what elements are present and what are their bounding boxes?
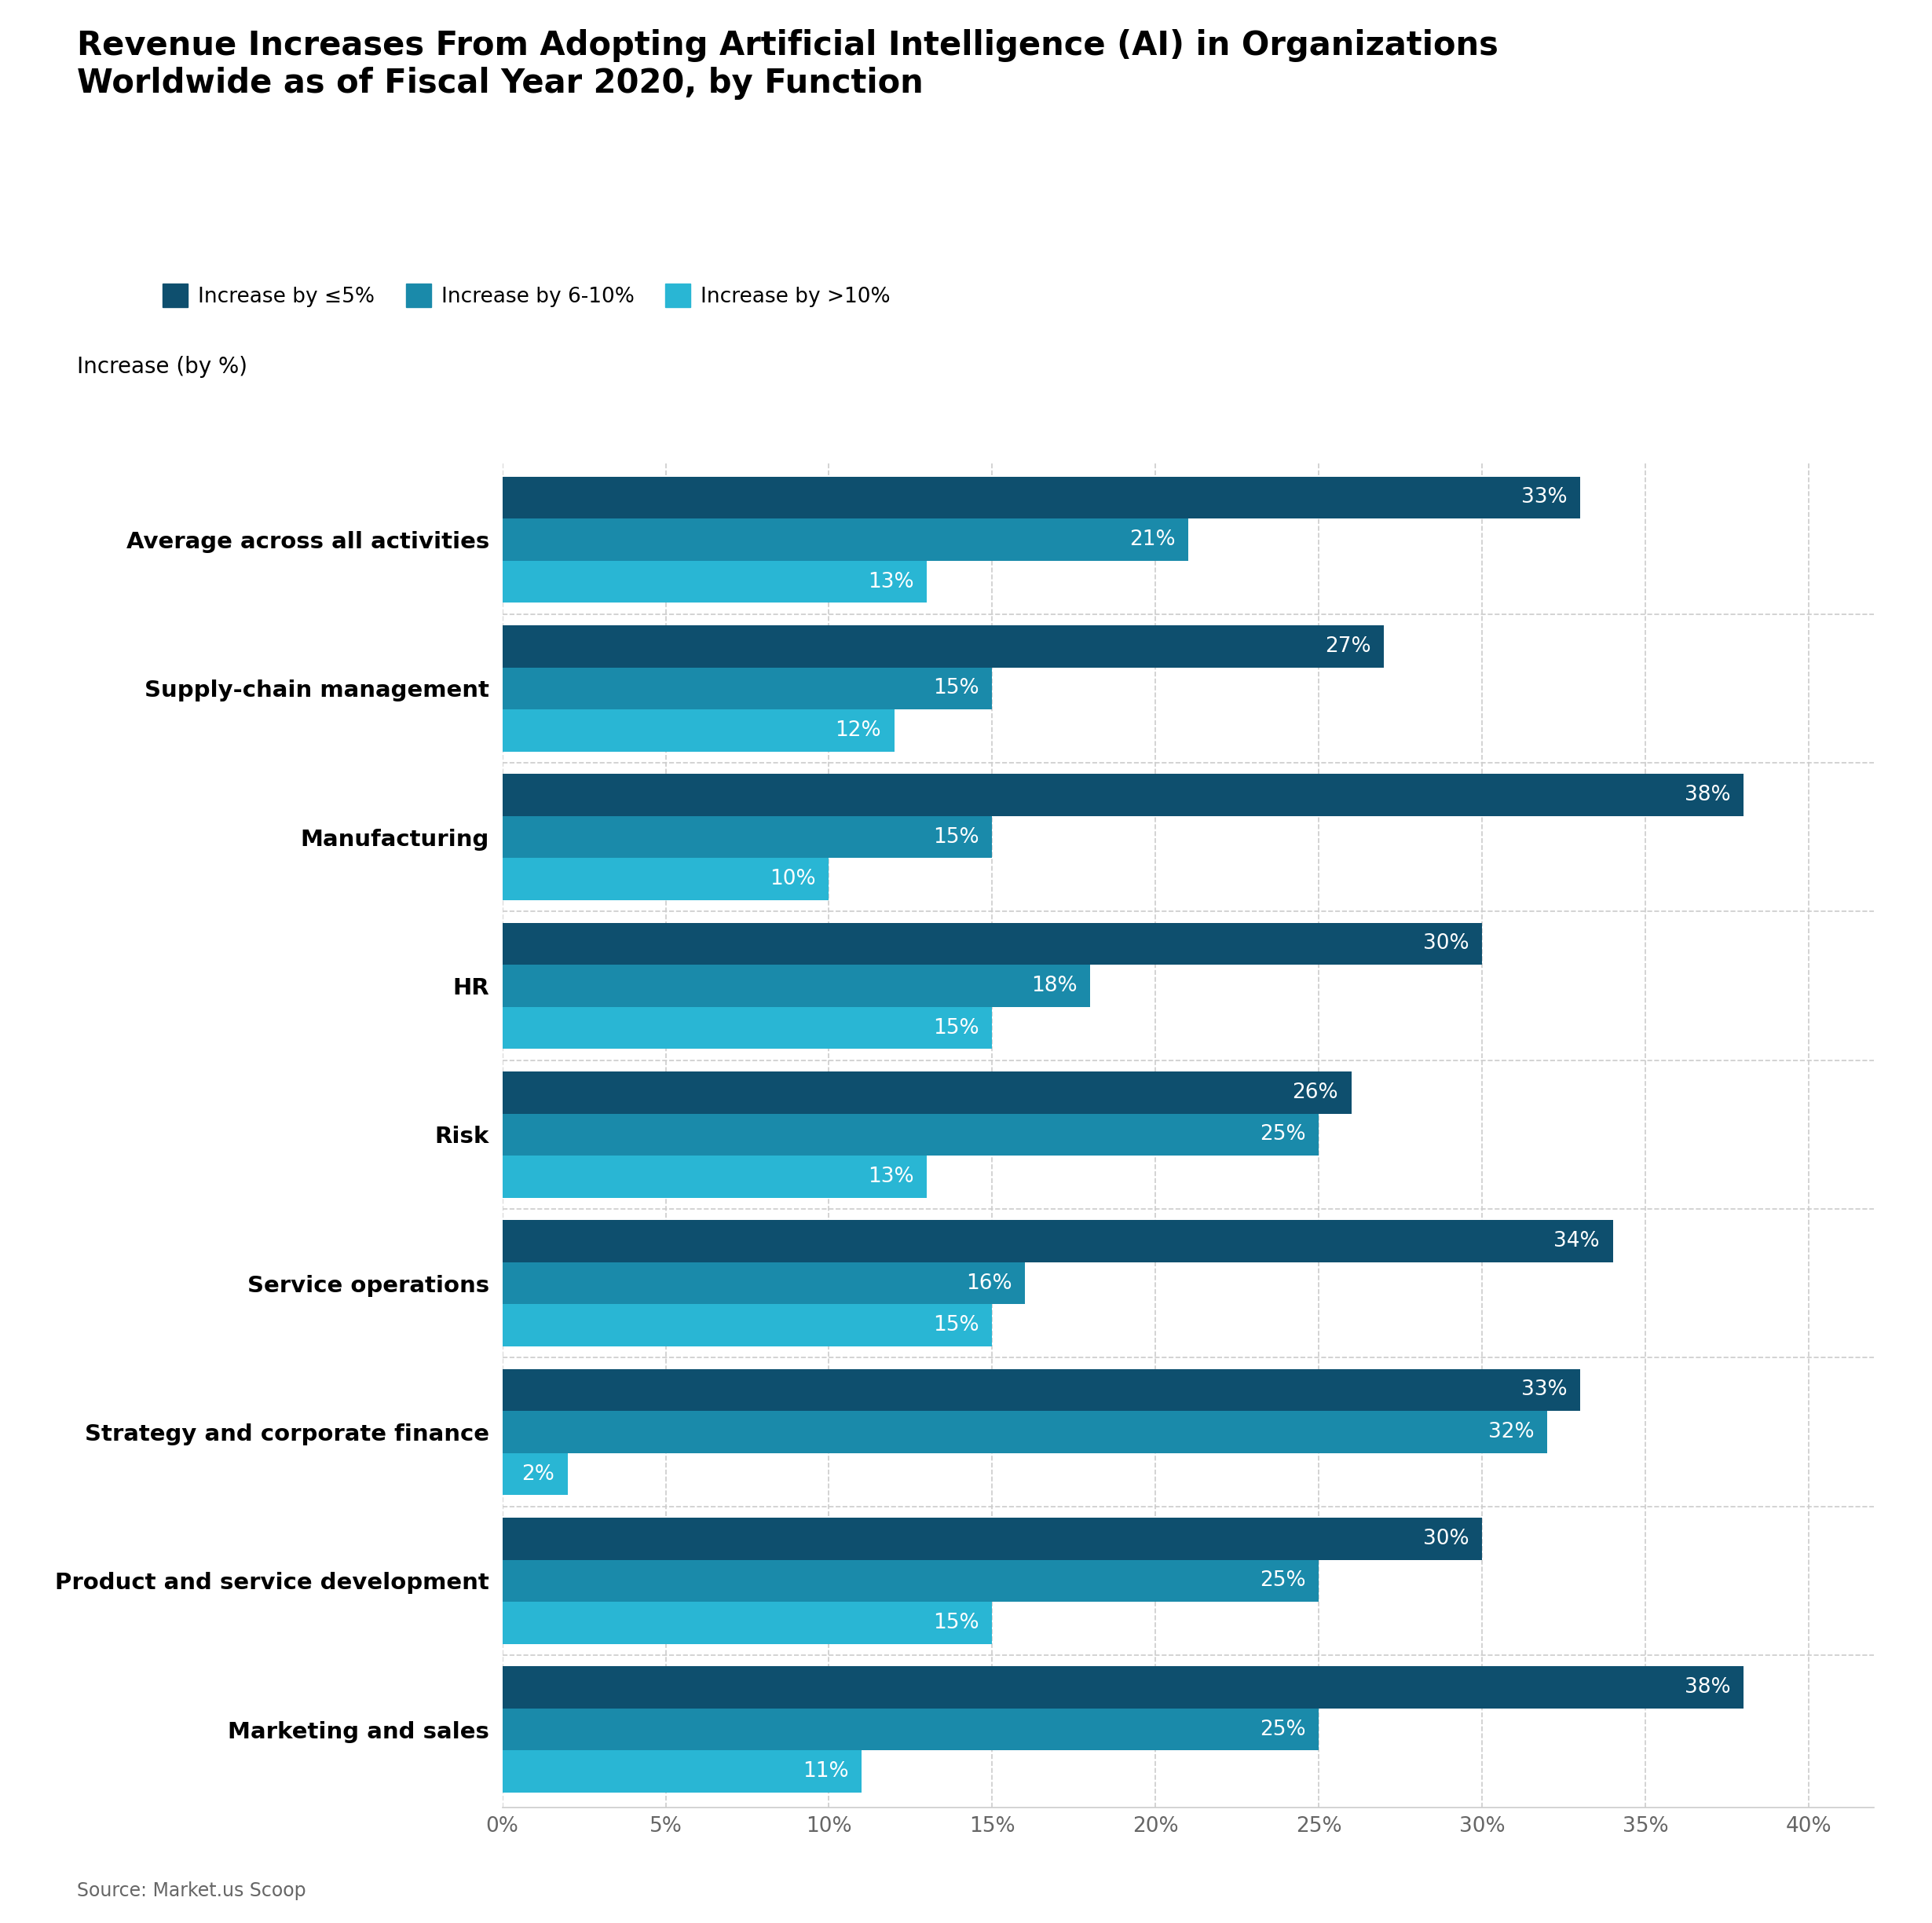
Text: 15%: 15%	[933, 1017, 980, 1038]
Legend: Increase by ≤5%, Increase by 6-10%, Increase by >10%: Increase by ≤5%, Increase by 6-10%, Incr…	[162, 283, 891, 308]
Text: Increase (by %): Increase (by %)	[77, 356, 247, 377]
Text: 16%: 16%	[966, 1273, 1012, 1294]
Text: 26%: 26%	[1293, 1083, 1339, 1102]
Text: 32%: 32%	[1488, 1421, 1534, 1442]
Text: 11%: 11%	[802, 1761, 848, 1783]
Text: 13%: 13%	[867, 1167, 914, 1186]
Text: 25%: 25%	[1260, 1719, 1306, 1740]
Bar	[502, 1454, 568, 1496]
Bar	[502, 1304, 993, 1346]
Bar	[502, 1221, 1613, 1261]
Text: 2%: 2%	[522, 1463, 554, 1485]
Text: 27%: 27%	[1325, 637, 1372, 656]
Text: Revenue Increases From Adopting Artificial Intelligence (AI) in Organizations
Wo: Revenue Increases From Adopting Artifici…	[77, 29, 1499, 100]
Bar	[502, 1261, 1024, 1304]
Bar	[502, 1369, 1580, 1411]
Bar	[502, 477, 1580, 519]
Text: 21%: 21%	[1128, 529, 1175, 550]
Text: 25%: 25%	[1260, 1571, 1306, 1590]
Text: 30%: 30%	[1424, 933, 1468, 954]
Bar	[502, 1008, 993, 1048]
Bar	[502, 562, 927, 602]
Text: 12%: 12%	[835, 721, 881, 740]
Bar	[502, 965, 1090, 1008]
Text: 33%: 33%	[1520, 487, 1567, 508]
Bar	[502, 1602, 993, 1644]
Bar	[502, 775, 1743, 815]
Text: 38%: 38%	[1685, 785, 1731, 806]
Bar	[502, 923, 1482, 965]
Bar	[502, 858, 829, 900]
Text: 30%: 30%	[1424, 1529, 1468, 1548]
Bar	[502, 1517, 1482, 1560]
Bar	[502, 1667, 1743, 1708]
Text: 10%: 10%	[769, 869, 815, 888]
Bar	[502, 710, 895, 752]
Text: 13%: 13%	[867, 571, 914, 592]
Text: 15%: 15%	[933, 679, 980, 698]
Text: 15%: 15%	[933, 1613, 980, 1633]
Text: 15%: 15%	[933, 1315, 980, 1336]
Bar	[502, 1560, 1320, 1602]
Bar	[502, 667, 993, 710]
Text: 34%: 34%	[1553, 1231, 1600, 1252]
Text: 25%: 25%	[1260, 1125, 1306, 1144]
Bar	[502, 1750, 862, 1792]
Text: 18%: 18%	[1032, 975, 1078, 996]
Bar	[502, 815, 993, 858]
Bar	[502, 519, 1188, 562]
Bar	[502, 1113, 1320, 1156]
Bar	[502, 1708, 1320, 1750]
Bar	[502, 625, 1383, 667]
Bar	[502, 1071, 1352, 1113]
Text: Source: Market.us Scoop: Source: Market.us Scoop	[77, 1881, 307, 1900]
Text: 15%: 15%	[933, 827, 980, 848]
Bar	[502, 1411, 1548, 1454]
Bar	[502, 1156, 927, 1198]
Text: 38%: 38%	[1685, 1677, 1731, 1698]
Text: 33%: 33%	[1520, 1381, 1567, 1400]
